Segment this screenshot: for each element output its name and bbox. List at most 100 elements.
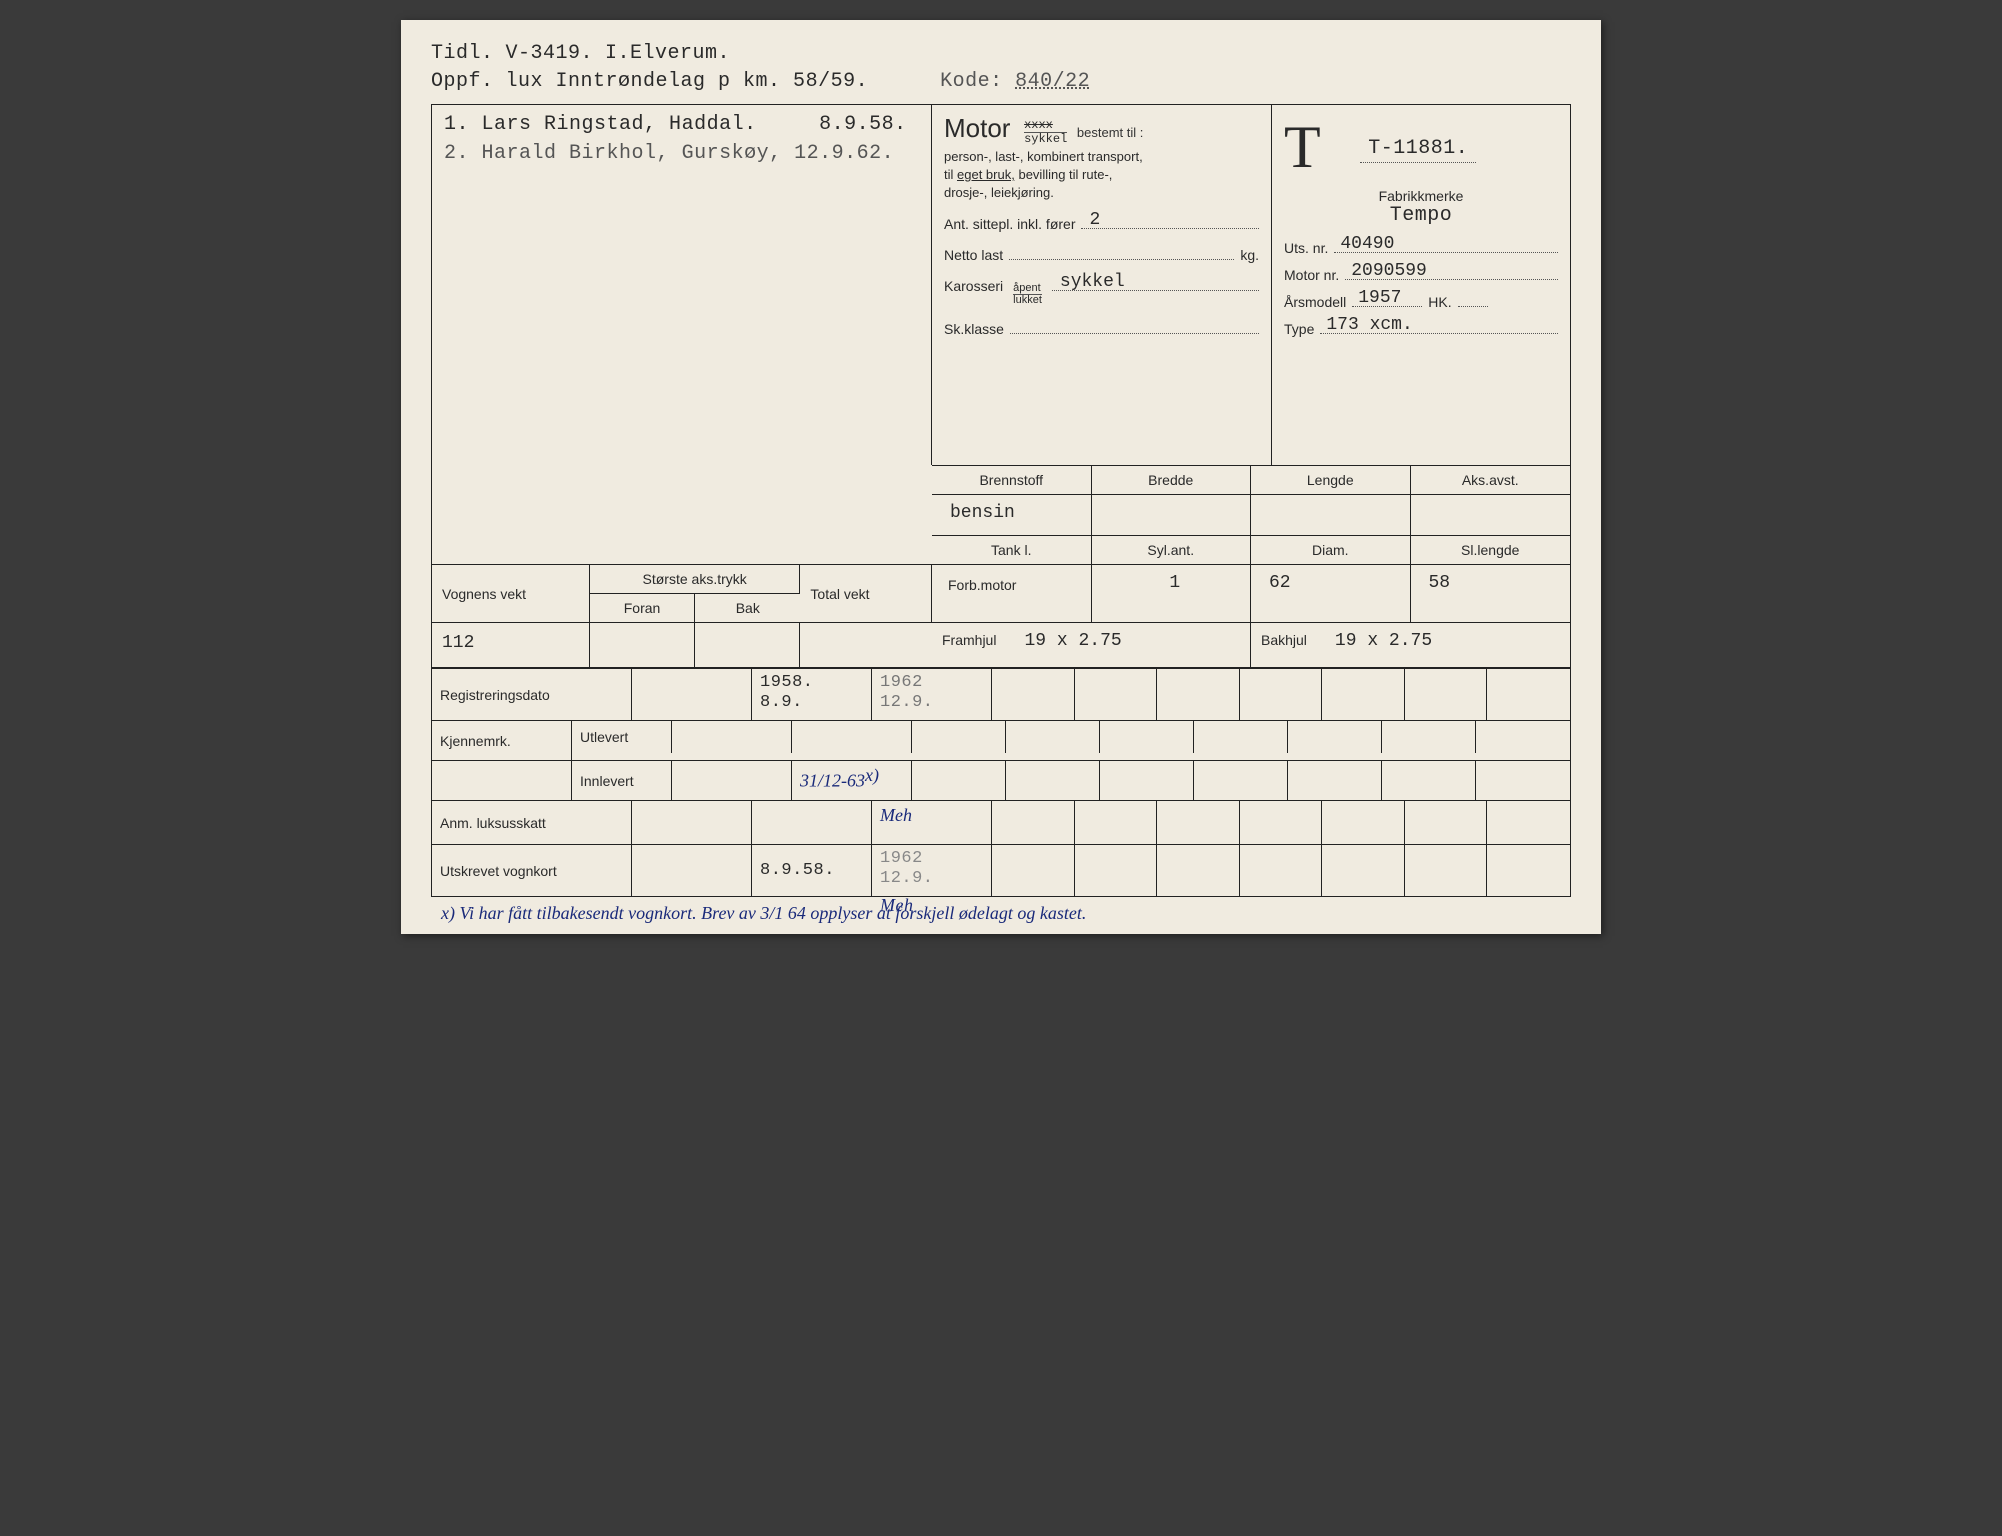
utskrevet-row: Utskrevet vognkort 8.9.58. 1962 12.9. Me… xyxy=(432,844,1570,896)
motor-desc-post: bevilling til rute-, xyxy=(1018,167,1112,182)
type-value: 173 xcm. xyxy=(1326,315,1412,335)
weight-header: Vognens vekt Største aks.trykk Total vek… xyxy=(432,564,932,622)
main-grid: 1. Lars Ringstad, Haddal. 8.9.58. 2. Har… xyxy=(431,104,1571,668)
motor-desc-ul: eget bruk, xyxy=(957,167,1015,182)
innlevert-value: 31/12-63 xyxy=(800,771,865,791)
motor-box: Motor xxxx sykkel bestemt til : person-,… xyxy=(932,105,1272,465)
totalvekt-label: Total vekt xyxy=(800,565,932,622)
foran-label: Foran xyxy=(590,594,695,622)
lengde-label: Lengde xyxy=(1261,472,1400,488)
karosseri-label: Karosseri xyxy=(944,278,1003,294)
bestemt-label: bestemt til : xyxy=(1077,125,1143,140)
forbmotor-label: Forb.motor xyxy=(942,577,1081,593)
bak-label: Bak xyxy=(695,594,800,622)
regdato-c2-year: 1962 xyxy=(880,673,983,693)
diam-value: 62 xyxy=(1261,573,1400,593)
owner-date: 8.9.58. xyxy=(819,113,907,136)
owner-date: 12.9.62. xyxy=(794,142,894,165)
type-label: Type xyxy=(1284,321,1314,337)
utlevert-label: Utlevert xyxy=(572,721,672,753)
aks-label: Største aks.trykk xyxy=(590,565,801,594)
owners-box: 1. Lars Ringstad, Haddal. 8.9.58. 2. Har… xyxy=(432,105,932,465)
spec-header-row2: Tank l. Syl.ant. Diam. Sl.lengde xyxy=(932,535,1570,564)
footnote: x) Vi har fått tilbakesendt vognkort. Br… xyxy=(431,903,1571,924)
tidl-label: Tidl. xyxy=(431,40,494,68)
bredde-label: Bredde xyxy=(1102,472,1241,488)
header-block: Tidl. V-3419. I.Elverum. Oppf. lux Inntr… xyxy=(431,40,1571,96)
owner-name: Harald Birkhol, Gurskøy, xyxy=(482,142,782,165)
kode-value: 840/22 xyxy=(1015,70,1090,93)
arsmodell-label: Årsmodell xyxy=(1284,294,1346,310)
regdato-label: Registreringsdato xyxy=(432,669,632,720)
utskrevet-c2-year: 1962 xyxy=(880,849,983,869)
framhjul-value: 19 x 2.75 xyxy=(1016,631,1121,651)
hk-label: HK. xyxy=(1428,294,1451,310)
kjennemrk-utlevert-row: Kjennemrk. Utlevert xyxy=(432,720,1570,760)
forb-row: Forb.motor 1 62 58 xyxy=(932,564,1570,622)
owner-num: 1. xyxy=(444,113,469,136)
anm-row: Anm. luksusskatt Meh xyxy=(432,800,1570,844)
tank-label: Tank l. xyxy=(942,542,1081,558)
bakhjul-value: 19 x 2.75 xyxy=(1327,631,1432,651)
district-letter: T xyxy=(1284,113,1321,182)
owner-name: Lars Ringstad, Haddal. xyxy=(482,113,757,136)
utskrevet-label: Utskrevet vognkort xyxy=(432,845,632,896)
regdato-c2-date: 12.9. xyxy=(880,693,983,713)
anm-label: Anm. luksusskatt xyxy=(432,801,632,844)
motor-desc-pre: til xyxy=(944,167,953,182)
brennstoff-label: Brennstoff xyxy=(942,472,1081,488)
karosseri-value: sykkel xyxy=(1060,272,1125,292)
motor-nr-label: Motor nr. xyxy=(1284,267,1339,283)
bakhjul-label: Bakhjul xyxy=(1261,632,1307,648)
uts-label: Uts. nr. xyxy=(1284,240,1328,256)
regdato-c1-year: 1958. xyxy=(760,673,863,693)
sllengde-value: 58 xyxy=(1421,573,1561,593)
vognvekt-value: 112 xyxy=(432,623,590,667)
motor-title: Motor xyxy=(944,113,1010,144)
footnote-prefix: x) xyxy=(441,903,455,923)
brennstoff-value: bensin xyxy=(942,503,1081,523)
arsmodell-value: 1957 xyxy=(1358,288,1401,308)
wheels-row: Framhjul 19 x 2.75 Bakhjul 19 x 2.75 xyxy=(932,622,1570,667)
motor-desc: person-, last-, kombinert transport, til… xyxy=(944,148,1259,201)
netto-label: Netto last xyxy=(944,247,1003,263)
sllengde-label: Sl.lengde xyxy=(1421,542,1561,558)
bottom-rows: Registreringsdato 1958. 8.9. 1962 12.9. … xyxy=(431,668,1571,897)
registration-number: T-11881. xyxy=(1360,137,1476,163)
utskrevet-c2-date: 12.9. xyxy=(880,869,983,889)
oppf-label: Oppf. xyxy=(431,68,494,96)
sylant-value: 1 xyxy=(1102,573,1241,593)
aksavst-label: Aks.avst. xyxy=(1421,472,1561,488)
karosseri-lukket: lukket xyxy=(1013,295,1042,306)
innlevert-label: Innlevert xyxy=(572,761,672,800)
uts-value: 40490 xyxy=(1340,234,1394,254)
motor-sub-sykkel: sykkel xyxy=(1024,132,1067,146)
tidl-place: I.Elverum. xyxy=(605,40,730,68)
utskrevet-below: Meh xyxy=(880,895,913,916)
oppf-value: lux Inntrøndelag p km. 58/59. xyxy=(506,68,869,96)
footnote-text: Vi har fått tilbakesendt vognkort. Brev … xyxy=(459,903,1086,923)
sylant-label: Syl.ant. xyxy=(1102,542,1241,558)
spec-value-row: bensin xyxy=(932,494,1570,535)
anm-value: Meh xyxy=(880,805,912,825)
motor-desc-line: person-, last-, kombinert transport, xyxy=(944,148,1259,166)
motor-desc-line: drosje-, leiekjøring. xyxy=(944,184,1259,202)
diam-label: Diam. xyxy=(1261,542,1400,558)
kode-label: Kode: xyxy=(940,70,1003,93)
motor-sub-strike: xxxx xyxy=(1024,119,1067,132)
netto-unit: kg. xyxy=(1240,247,1259,263)
tidl-value: V-3419. xyxy=(506,40,594,68)
fabrikkmerke-value: Tempo xyxy=(1284,204,1558,227)
skklasse-label: Sk.klasse xyxy=(944,321,1004,337)
bakvekt-value xyxy=(695,623,800,667)
motor-nr-value: 2090599 xyxy=(1351,261,1427,281)
owner-row: 1. Lars Ringstad, Haddal. 8.9.58. xyxy=(444,113,919,136)
kjennemrk-innlevert-row: Innlevert 31/12-63x) xyxy=(432,760,1570,800)
weight-values: 112 xyxy=(432,622,932,667)
seats-label: Ant. sittepl. inkl. fører xyxy=(944,216,1075,232)
regdato-c1-date: 8.9. xyxy=(760,693,863,713)
fabrikkmerke-label: Fabrikkmerke xyxy=(1284,188,1558,204)
framhjul-label: Framhjul xyxy=(942,632,996,648)
registration-card: Tidl. V-3419. I.Elverum. Oppf. lux Inntr… xyxy=(401,20,1601,934)
kjennemrk-label: Kjennemrk. xyxy=(432,721,572,760)
